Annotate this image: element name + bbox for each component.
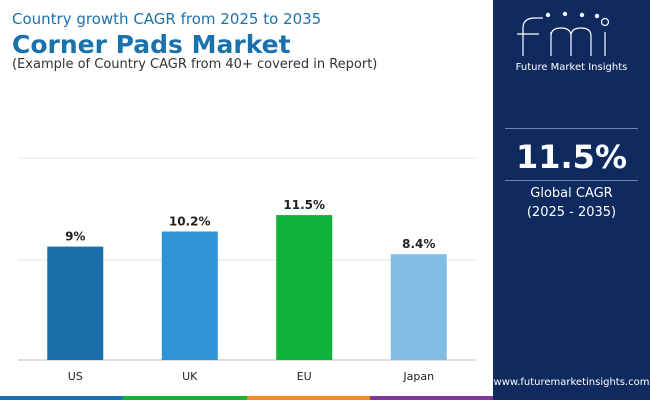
- chart-title: Corner Pads Market: [12, 30, 291, 59]
- fmi-logo-icon: [517, 11, 610, 56]
- global-cagr-value: 11.5%: [515, 138, 627, 176]
- panel-divider-top: [505, 128, 638, 129]
- data-label-us: 9%: [65, 230, 85, 244]
- bar-eu: [276, 215, 333, 360]
- data-label-eu: 11.5%: [283, 198, 325, 212]
- logo-text: Future Market Insights: [515, 62, 628, 73]
- x-tick-label-eu: EU: [297, 370, 312, 383]
- bar-chart: 9% US 10.2% UK 11.5% EU 8.4% Japan: [0, 88, 493, 400]
- bar-uk: [161, 231, 218, 360]
- summary-panel: Future Market Insights 11.5% Global CAGR…: [493, 0, 650, 400]
- bar-us: [47, 246, 104, 360]
- bar-japan: [390, 254, 447, 360]
- chart-header: Country growth CAGR from 2025 to 2035 Co…: [0, 0, 493, 88]
- chart-note: (Example of Country CAGR from 40+ covere…: [12, 57, 378, 72]
- stripe-purple: [369, 396, 493, 400]
- panel-divider-bottom: [505, 180, 638, 181]
- global-cagr-label: Global CAGR: [530, 186, 613, 201]
- x-tick-label-japan: Japan: [402, 370, 434, 383]
- data-label-uk: 10.2%: [169, 214, 211, 228]
- stripe-green: [123, 396, 247, 400]
- global-cagr-period: (2025 - 2035): [526, 205, 617, 220]
- stripe-orange: [246, 396, 370, 400]
- bar-chart-svg: 9% US 10.2% UK 11.5% EU 8.4% Japan: [18, 157, 476, 383]
- fmi-logo: Future Market Insights: [493, 6, 650, 76]
- data-label-japan: 8.4%: [402, 237, 435, 251]
- chart-subtitle: Country growth CAGR from 2025 to 2035: [12, 10, 322, 28]
- x-tick-label-us: US: [68, 370, 83, 383]
- bottom-color-stripe: [0, 396, 493, 400]
- website-link[interactable]: www.futuremarketinsights.com: [493, 377, 650, 388]
- stripe-blue: [0, 396, 124, 400]
- x-tick-label-uk: UK: [182, 370, 198, 383]
